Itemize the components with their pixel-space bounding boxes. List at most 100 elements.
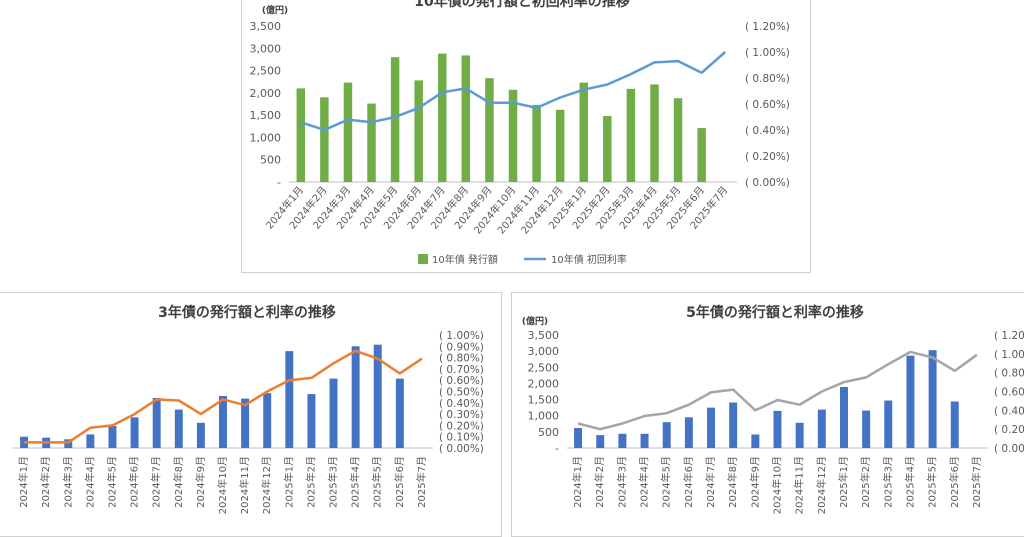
chart5-bar [906,355,915,448]
legend-label-issue-amount: 10年債 発行額 [432,253,498,266]
chart3-bar [351,346,360,448]
chart5-bar [839,386,848,448]
chart5-y-tick-label: 3,000 [528,345,560,358]
chart3-x-tick-label: 2025年7月 [415,456,428,508]
chart10-y-tick-label: 3,500 [250,20,282,33]
chart3-bar [86,434,95,448]
chart5-bar [640,433,649,448]
chart3-x-tick-label: 2024年8月 [172,456,185,508]
chart10-bar [650,84,659,182]
chart5-x-tick-label: 2025年5月 [926,456,939,508]
chart5-bar [862,410,871,448]
chart10-rate-line [300,51,727,132]
chart5-x-tick-label: 2025年2月 [859,456,872,508]
chart3-y2-tick-label: ( 0.80%) [439,353,484,365]
chart5-x-tick-label: 2025年1月 [837,456,850,508]
chart5-x-tick-label: 2025年3月 [881,456,894,508]
chart10-bar [367,103,376,182]
chart5-bar [574,427,583,448]
chart5-y-tick-label: 2,000 [528,377,560,390]
chart5-x-tick-label: 2024年12月 [815,456,828,514]
chart3-bar [20,436,29,448]
chart10-bar [697,128,706,182]
chart5-bar [707,407,716,448]
chart3-x-tick-label: 2025年2月 [304,456,317,508]
chart10-y2-tick-label: ( 0.40%) [745,125,790,137]
chart10-bar [579,82,588,182]
chart3-bar [196,422,205,448]
chart10-y-tick-label: 1,000 [250,131,282,144]
chart3-bar [130,417,139,448]
chart3-x-tick-label: 2024年7月 [150,456,163,508]
chart5-x-tick-label: 2024年9月 [748,456,761,508]
chart10-bar [343,82,353,182]
chart5-x-tick-label: 2025年7月 [970,456,983,508]
chart5-x-tick-label: 2024年2月 [593,456,606,508]
chart10-bar [320,97,329,182]
chart10-bar [626,88,636,182]
chart5-bar [684,417,693,448]
chart3-y2-tick-label: ( 0.60%) [439,375,484,387]
chart10-bar [414,80,423,182]
chart10-y2-tick-label: ( 0.60%) [745,99,790,111]
chart5-bar [950,401,959,448]
chart5-x-tick-label: 2024年11月 [793,456,806,514]
chart5-x-tick-label: 2025年4月 [903,456,916,508]
chart5-y2-tick-label: ( 0.80%) [994,368,1024,380]
chart5-y-tick-label: 500 [538,426,559,439]
chart5-y2-tick-label: ( 0.60%) [994,387,1024,399]
chart5-bar [817,409,826,448]
chart10-y2-tick-label: ( 0.20%) [745,151,790,163]
chart3-rate-line [24,349,423,444]
chart3-bar [373,344,382,448]
chart10-bar [555,109,565,182]
chart10-y-tick-label: 500 [260,154,281,167]
chart5-bar [884,400,893,448]
chart5-x-tick-label: 2024年5月 [660,456,673,508]
legend-label-initial-rate: 10年債 初回利率 [551,253,627,266]
chart3-bar [329,378,338,448]
chart3-bar [395,378,404,448]
chart3-x-tick-label: 2025年6月 [393,456,406,508]
chart3-x-tick-label: 2024年4月 [83,456,96,508]
chart3-x-tick-label: 2024年9月 [194,456,207,508]
chart10-bar [603,116,612,182]
chart10-y2-tick-label: ( 0.80%) [745,73,790,85]
chart5-bar [795,422,804,448]
chart5-y-tick-label: - [555,442,559,455]
chart3-x-tick-label: 2024年6月 [128,456,141,508]
chart5-x-tick-label: 2024年3月 [615,456,628,508]
chart5-x-tick-label: 2024年7月 [704,456,717,508]
chart5-y2-tick-label: ( 0.20%) [994,424,1024,436]
chart10-bar [532,104,541,182]
chart3-bar [219,396,227,448]
chart5-rate-line [577,350,978,431]
chart3-y2-tick-label: ( 0.20%) [439,420,484,432]
chart3-bar [307,394,316,448]
chart3-bar [241,398,250,448]
chart10-unit-label: (億円) [262,4,288,16]
chart5-y2-tick-label: ( 0.00%) [994,443,1024,455]
chart5-x-tick-label: 2024年10月 [771,456,784,514]
chart10-y-tick-label: 3,000 [250,42,282,55]
chart10-y2-tick-label: ( 1.00%) [745,47,790,59]
chart3-x-tick-label: 2025年1月 [282,456,295,508]
chart10-y-tick-label: 2,500 [250,65,282,78]
chart5-y-tick-label: 2,500 [528,361,560,374]
chart3-y2-tick-label: ( 0.40%) [439,398,484,410]
chart10-bar [485,78,494,182]
chart5-bar [618,433,627,448]
chart3-bar [174,409,183,448]
chart3-y2-tick-label: ( 0.70%) [439,364,484,376]
chart3-x-tick-label: 2024年2月 [39,456,52,508]
chart3-chart-title: 3年債の発行額と利率の推移 [158,304,336,321]
chart5-bar [662,422,671,448]
chart10-y2-tick-label: ( 0.00%) [745,177,790,189]
chart3-bar [152,397,161,448]
chart10-y-tick-label: 2,000 [250,87,282,100]
chart3-y2-tick-label: ( 0.90%) [439,341,484,353]
chart3-y2-tick-label: ( 0.00%) [439,443,484,455]
chart3-y2-tick-label: ( 0.30%) [439,409,484,421]
chart-panel-3y [0,292,502,537]
